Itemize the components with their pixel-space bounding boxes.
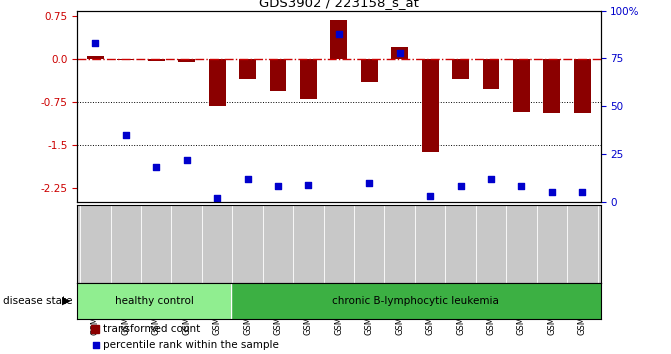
Text: transformed count: transformed count — [103, 324, 200, 334]
Point — [486, 176, 497, 182]
Point — [181, 157, 192, 162]
Bar — [239, 59, 256, 79]
Bar — [482, 59, 499, 89]
Bar — [452, 59, 469, 79]
Point — [333, 31, 344, 36]
Bar — [117, 59, 134, 60]
Text: percentile rank within the sample: percentile rank within the sample — [103, 340, 278, 350]
Point — [242, 176, 253, 182]
Text: healthy control: healthy control — [115, 296, 193, 306]
Point — [425, 193, 435, 199]
Bar — [513, 59, 530, 112]
Point — [90, 342, 101, 348]
Text: chronic B-lymphocytic leukemia: chronic B-lymphocytic leukemia — [332, 296, 499, 306]
Point — [546, 189, 557, 195]
Bar — [270, 59, 287, 91]
Point — [121, 132, 132, 138]
Title: GDS3902 / 223158_s_at: GDS3902 / 223158_s_at — [259, 0, 419, 10]
Bar — [331, 20, 347, 59]
Point — [577, 189, 588, 195]
Point — [395, 50, 405, 56]
Text: ▶: ▶ — [62, 296, 71, 306]
Bar — [87, 56, 104, 59]
Bar — [148, 59, 164, 61]
Bar — [209, 59, 225, 106]
Bar — [178, 59, 195, 62]
Text: disease state: disease state — [3, 296, 73, 306]
Bar — [300, 59, 317, 99]
Bar — [391, 47, 408, 59]
Bar — [361, 59, 378, 82]
Bar — [544, 59, 560, 113]
Point — [212, 195, 223, 201]
Point — [272, 184, 283, 189]
Point — [151, 165, 162, 170]
Bar — [231, 283, 601, 319]
Point — [303, 182, 314, 187]
Bar — [77, 283, 231, 319]
Point — [455, 184, 466, 189]
Point — [516, 184, 527, 189]
Bar — [574, 59, 590, 113]
Point — [90, 40, 101, 46]
Point — [364, 180, 374, 185]
Bar — [422, 59, 439, 152]
